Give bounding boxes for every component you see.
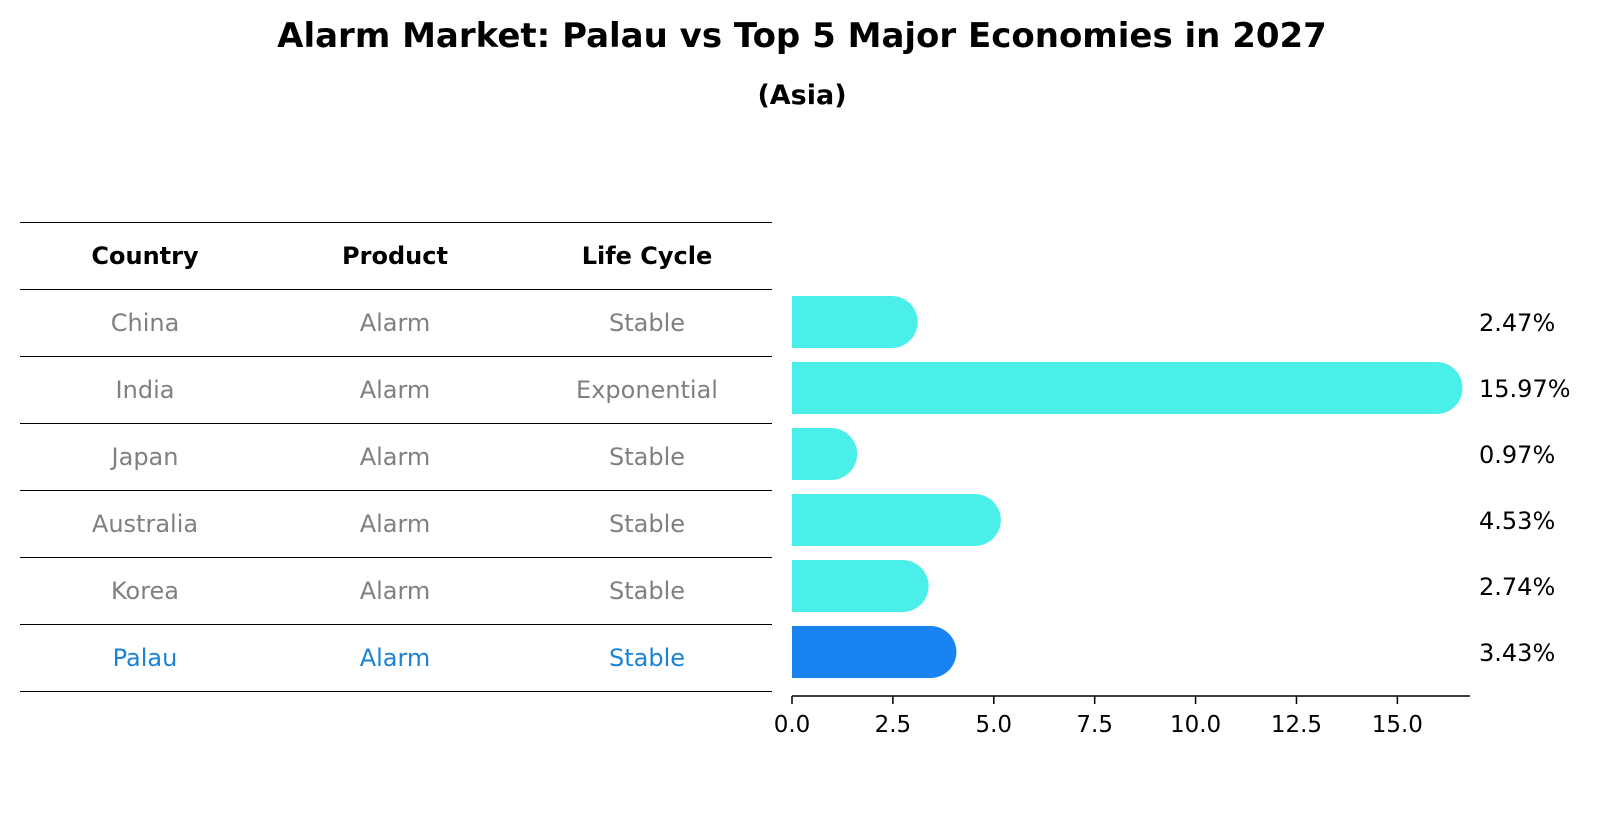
table-row: India Alarm Exponential: [20, 356, 772, 423]
value-label: 2.47%: [1479, 309, 1555, 337]
product-cell: Alarm: [359, 510, 431, 538]
bar-cap-china: [865, 296, 918, 348]
table-row: Korea Alarm Stable: [20, 557, 772, 624]
table-row: China Alarm Stable: [20, 289, 772, 356]
product-cell: Alarm: [359, 443, 431, 471]
country-cell: China: [110, 309, 180, 337]
product-cell: Alarm: [359, 644, 431, 672]
table-header-row: Country Product Life Cycle: [20, 222, 772, 289]
value-label: 15.97%: [1479, 375, 1571, 403]
value-label: 0.97%: [1479, 441, 1555, 469]
life-cycle-cell: Stable: [608, 577, 686, 605]
bar-cap-australia: [948, 494, 1001, 546]
chart-subtitle: (Asia): [757, 80, 847, 111]
bar-cap-palau: [904, 626, 957, 678]
x-tick-label: 10.0: [1170, 712, 1221, 738]
bar-australia: [792, 494, 975, 546]
country-cell: Japan: [111, 443, 179, 471]
product-cell: Alarm: [359, 577, 431, 605]
product-cell: Alarm: [359, 376, 431, 404]
x-tick-label: 5.0: [975, 712, 1012, 738]
header-product: Product: [342, 242, 448, 270]
x-tick-label: 0.0: [774, 712, 811, 738]
value-label: 3.43%: [1479, 639, 1555, 667]
table-row-highlight: Palau Alarm Stable: [20, 624, 772, 692]
chart-title: Alarm Market: Palau vs Top 5 Major Econo…: [277, 16, 1327, 56]
life-cycle-cell: Stable: [608, 644, 686, 672]
bar-cap-korea: [876, 560, 929, 612]
value-label: 2.74%: [1479, 573, 1555, 601]
country-cell: Korea: [110, 577, 180, 605]
bar-cap-japan: [805, 428, 858, 480]
header-life-cycle: Life Cycle: [581, 242, 713, 270]
bar-cap-india: [1410, 362, 1463, 414]
life-cycle-cell: Stable: [608, 510, 686, 538]
x-tick-label: 12.5: [1271, 712, 1322, 738]
table-row: Australia Alarm Stable: [20, 490, 772, 557]
bar-india: [792, 362, 1437, 414]
x-tick-label: 7.5: [1076, 712, 1113, 738]
data-table: Country Product Life Cycle China Alarm S…: [20, 222, 772, 692]
country-cell: Australia: [91, 510, 199, 538]
life-cycle-cell: Exponential: [576, 376, 718, 404]
country-cell: Palau: [112, 644, 178, 672]
x-tick-label: 2.5: [875, 712, 912, 738]
life-cycle-cell: Stable: [608, 443, 686, 471]
x-tick-label: 15.0: [1372, 712, 1423, 738]
product-cell: Alarm: [359, 309, 431, 337]
life-cycle-cell: Stable: [608, 309, 686, 337]
header-country: Country: [91, 242, 199, 270]
value-label: 4.53%: [1479, 507, 1555, 535]
table-row: Japan Alarm Stable: [20, 423, 772, 490]
country-cell: India: [115, 376, 175, 404]
